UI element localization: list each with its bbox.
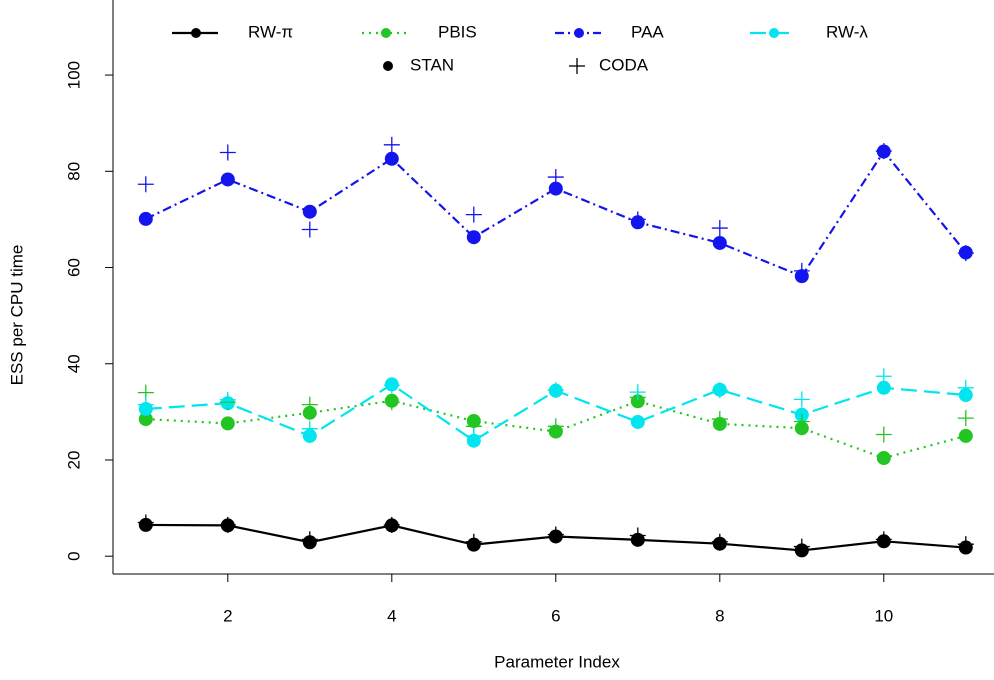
coda-point bbox=[137, 396, 154, 413]
point bbox=[712, 235, 727, 250]
point bbox=[302, 405, 317, 420]
x-tick-label: 8 bbox=[715, 606, 724, 625]
coda-point bbox=[301, 420, 318, 437]
x-tick-label: 2 bbox=[223, 606, 232, 625]
coda-point bbox=[301, 221, 318, 238]
coda-point bbox=[547, 382, 564, 399]
coda-point bbox=[629, 527, 646, 544]
point bbox=[958, 428, 973, 443]
point bbox=[138, 412, 153, 427]
y-tick-label: 40 bbox=[64, 354, 83, 373]
x-tick-label: 4 bbox=[387, 606, 396, 625]
legend-plus bbox=[569, 58, 585, 74]
point bbox=[302, 204, 317, 219]
legend-dot bbox=[191, 28, 201, 38]
coda-point bbox=[465, 206, 482, 223]
coda-point bbox=[137, 176, 154, 193]
coda-point bbox=[957, 410, 974, 427]
coda-point bbox=[793, 413, 810, 430]
y-tick-label: 80 bbox=[64, 162, 83, 181]
legend-label: STAN bbox=[410, 55, 454, 74]
point bbox=[220, 172, 235, 187]
coda-point bbox=[957, 536, 974, 553]
coda-point bbox=[875, 368, 892, 385]
coda-point bbox=[301, 396, 318, 413]
coda-point bbox=[711, 533, 728, 550]
coda-point bbox=[465, 533, 482, 550]
legend-label: CODA bbox=[599, 55, 649, 74]
legend-label: PBIS bbox=[438, 22, 477, 41]
coda-point bbox=[711, 382, 728, 399]
point bbox=[138, 211, 153, 226]
coda-point bbox=[793, 262, 810, 279]
coda-point bbox=[219, 144, 236, 161]
coda-point bbox=[957, 245, 974, 262]
coda-point bbox=[547, 418, 564, 435]
point bbox=[548, 181, 563, 196]
legend-dot bbox=[383, 61, 393, 71]
point bbox=[630, 414, 645, 429]
legend-label: RW-π bbox=[248, 22, 293, 41]
coda-point bbox=[957, 379, 974, 396]
coda-point bbox=[301, 531, 318, 548]
y-tick-label: 60 bbox=[64, 258, 83, 277]
coda-point bbox=[547, 169, 564, 186]
legend-label: RW-λ bbox=[826, 22, 868, 41]
coda-point bbox=[465, 427, 482, 444]
point bbox=[466, 230, 481, 245]
coda-point bbox=[875, 143, 892, 160]
coda-point bbox=[629, 384, 646, 401]
coda-point bbox=[219, 516, 236, 533]
coda-point bbox=[793, 538, 810, 555]
legend-label: PAA bbox=[631, 22, 664, 41]
y-tick-label: 20 bbox=[64, 451, 83, 470]
y-tick-label: 100 bbox=[64, 61, 83, 89]
coda-point bbox=[547, 526, 564, 543]
legend-dot bbox=[381, 28, 391, 38]
coda-point bbox=[219, 391, 236, 408]
coda-point bbox=[875, 426, 892, 443]
x-tick-label: 10 bbox=[874, 606, 893, 625]
x-tick-label: 6 bbox=[551, 606, 560, 625]
coda-point bbox=[793, 391, 810, 408]
y-tick-label: 0 bbox=[64, 551, 83, 560]
y-axis-label: ESS per CPU time bbox=[7, 245, 26, 386]
coda-point bbox=[711, 411, 728, 428]
coda-point bbox=[383, 136, 400, 153]
coda-point bbox=[383, 516, 400, 533]
point bbox=[876, 451, 891, 466]
coda-point bbox=[875, 531, 892, 548]
point bbox=[220, 416, 235, 431]
legend-dot bbox=[574, 28, 584, 38]
point bbox=[876, 380, 891, 395]
coda-point bbox=[383, 377, 400, 394]
coda-point bbox=[137, 514, 154, 531]
x-axis-label: Parameter Index bbox=[494, 652, 620, 671]
coda-point bbox=[629, 211, 646, 228]
legend-dot bbox=[769, 28, 779, 38]
coda-point bbox=[711, 220, 728, 237]
point bbox=[384, 151, 399, 166]
coda-point bbox=[383, 394, 400, 411]
